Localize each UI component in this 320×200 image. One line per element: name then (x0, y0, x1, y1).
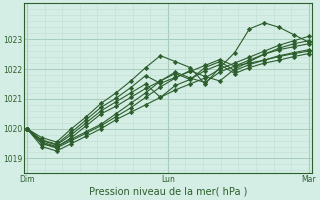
X-axis label: Pression niveau de la mer( hPa ): Pression niveau de la mer( hPa ) (89, 187, 247, 197)
